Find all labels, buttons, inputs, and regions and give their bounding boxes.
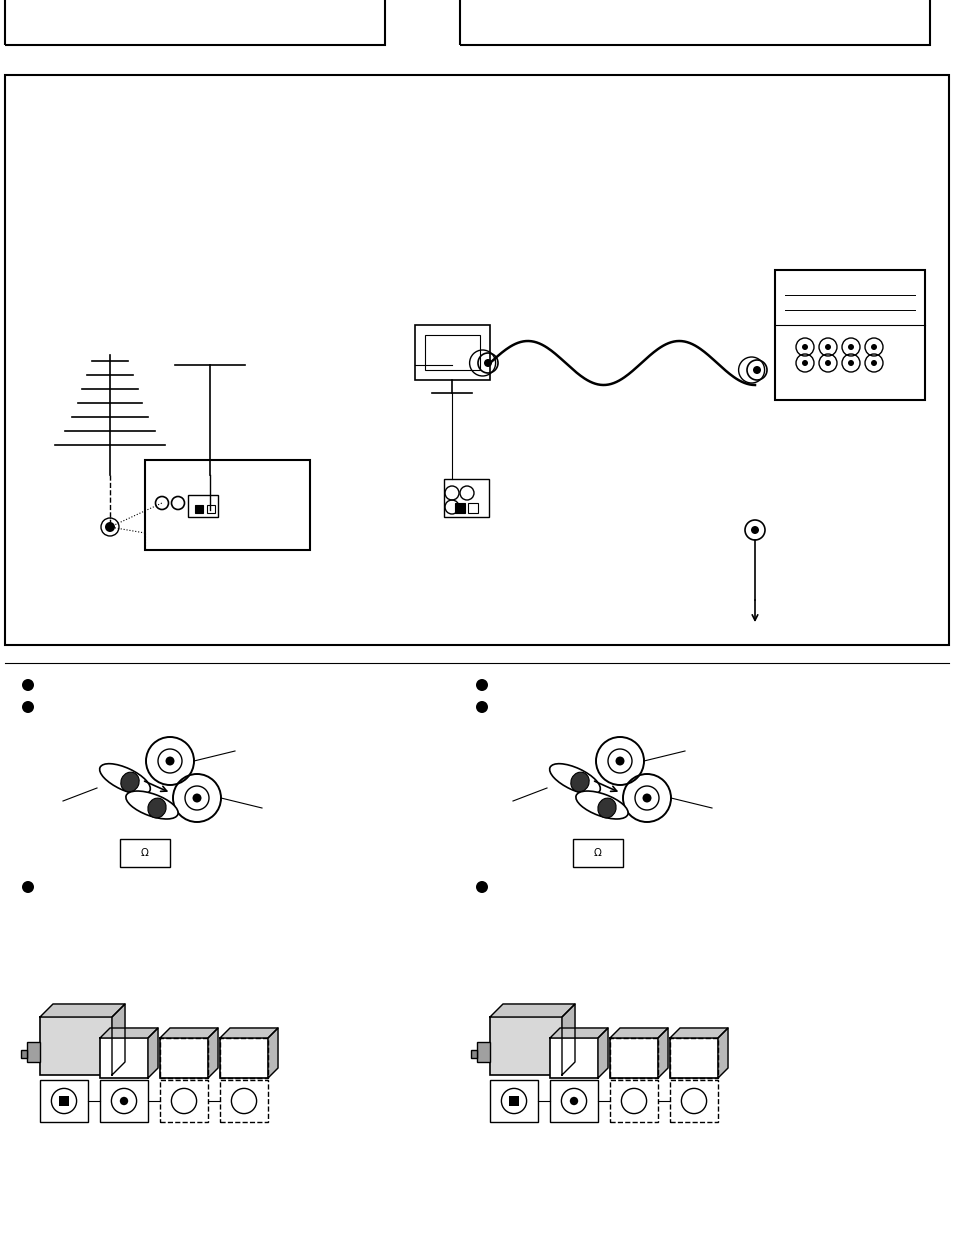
- Circle shape: [801, 359, 807, 366]
- Circle shape: [847, 345, 853, 350]
- Ellipse shape: [99, 763, 151, 794]
- Polygon shape: [100, 1028, 158, 1037]
- Polygon shape: [658, 1028, 667, 1078]
- Polygon shape: [40, 1004, 125, 1016]
- Circle shape: [569, 1097, 578, 1105]
- Bar: [27, 1042, 40, 1062]
- Bar: [194, 505, 203, 513]
- Polygon shape: [490, 1004, 575, 1016]
- Bar: [609, 1037, 658, 1078]
- Bar: [21, 1050, 27, 1058]
- Circle shape: [801, 345, 807, 350]
- Circle shape: [165, 757, 174, 766]
- Polygon shape: [148, 1028, 158, 1078]
- Bar: [573, 839, 622, 867]
- Bar: [100, 1079, 148, 1123]
- Bar: [669, 1079, 718, 1123]
- Bar: [220, 1037, 268, 1078]
- Bar: [120, 839, 170, 867]
- Bar: [160, 1037, 208, 1078]
- Bar: [188, 495, 218, 517]
- Polygon shape: [220, 1028, 277, 1037]
- Circle shape: [750, 526, 759, 534]
- Bar: [609, 1037, 658, 1078]
- Bar: [471, 1050, 476, 1058]
- Polygon shape: [561, 1004, 575, 1074]
- Circle shape: [641, 794, 651, 803]
- Circle shape: [824, 359, 830, 366]
- Circle shape: [870, 359, 876, 366]
- Ellipse shape: [121, 772, 139, 792]
- Polygon shape: [160, 1028, 218, 1037]
- Bar: [207, 505, 214, 513]
- Circle shape: [105, 522, 115, 532]
- Circle shape: [22, 881, 34, 893]
- Bar: [455, 503, 464, 513]
- Bar: [145, 459, 310, 550]
- Ellipse shape: [570, 772, 589, 792]
- Bar: [5, 75, 948, 645]
- Bar: [415, 325, 490, 380]
- Bar: [5, 0, 385, 44]
- Bar: [100, 1037, 148, 1078]
- Polygon shape: [718, 1028, 727, 1078]
- Bar: [220, 1037, 268, 1078]
- Circle shape: [476, 701, 488, 713]
- Bar: [40, 1079, 88, 1123]
- Circle shape: [193, 794, 201, 803]
- Bar: [459, 0, 929, 44]
- Bar: [669, 1037, 718, 1078]
- Bar: [550, 1037, 598, 1078]
- Bar: [509, 1095, 518, 1107]
- Bar: [609, 1079, 658, 1123]
- Bar: [550, 1079, 598, 1123]
- Ellipse shape: [549, 763, 599, 794]
- Ellipse shape: [576, 792, 627, 819]
- Circle shape: [22, 701, 34, 713]
- Bar: [220, 1079, 268, 1123]
- Circle shape: [824, 345, 830, 350]
- Bar: [160, 1037, 208, 1078]
- Polygon shape: [208, 1028, 218, 1078]
- Circle shape: [483, 359, 492, 367]
- Circle shape: [752, 366, 760, 374]
- Polygon shape: [550, 1028, 607, 1037]
- Polygon shape: [669, 1028, 727, 1037]
- Circle shape: [870, 345, 876, 350]
- Bar: [160, 1079, 208, 1123]
- Circle shape: [476, 679, 488, 692]
- Ellipse shape: [148, 798, 166, 818]
- Text: Ω: Ω: [594, 848, 601, 858]
- Bar: [476, 1042, 490, 1062]
- Text: Ω: Ω: [141, 848, 149, 858]
- Polygon shape: [598, 1028, 607, 1078]
- Ellipse shape: [598, 798, 616, 818]
- Polygon shape: [112, 1004, 125, 1074]
- Circle shape: [476, 881, 488, 893]
- Circle shape: [615, 757, 624, 766]
- Bar: [468, 503, 477, 513]
- Bar: [490, 1079, 537, 1123]
- Circle shape: [120, 1097, 128, 1105]
- Bar: [490, 1016, 561, 1074]
- Bar: [774, 270, 924, 400]
- Bar: [443, 479, 489, 517]
- Polygon shape: [268, 1028, 277, 1078]
- Circle shape: [847, 359, 853, 366]
- Bar: [424, 335, 479, 370]
- Ellipse shape: [126, 792, 178, 819]
- Bar: [59, 1095, 69, 1107]
- Polygon shape: [609, 1028, 667, 1037]
- Circle shape: [22, 679, 34, 692]
- Bar: [40, 1016, 112, 1074]
- Bar: [669, 1037, 718, 1078]
